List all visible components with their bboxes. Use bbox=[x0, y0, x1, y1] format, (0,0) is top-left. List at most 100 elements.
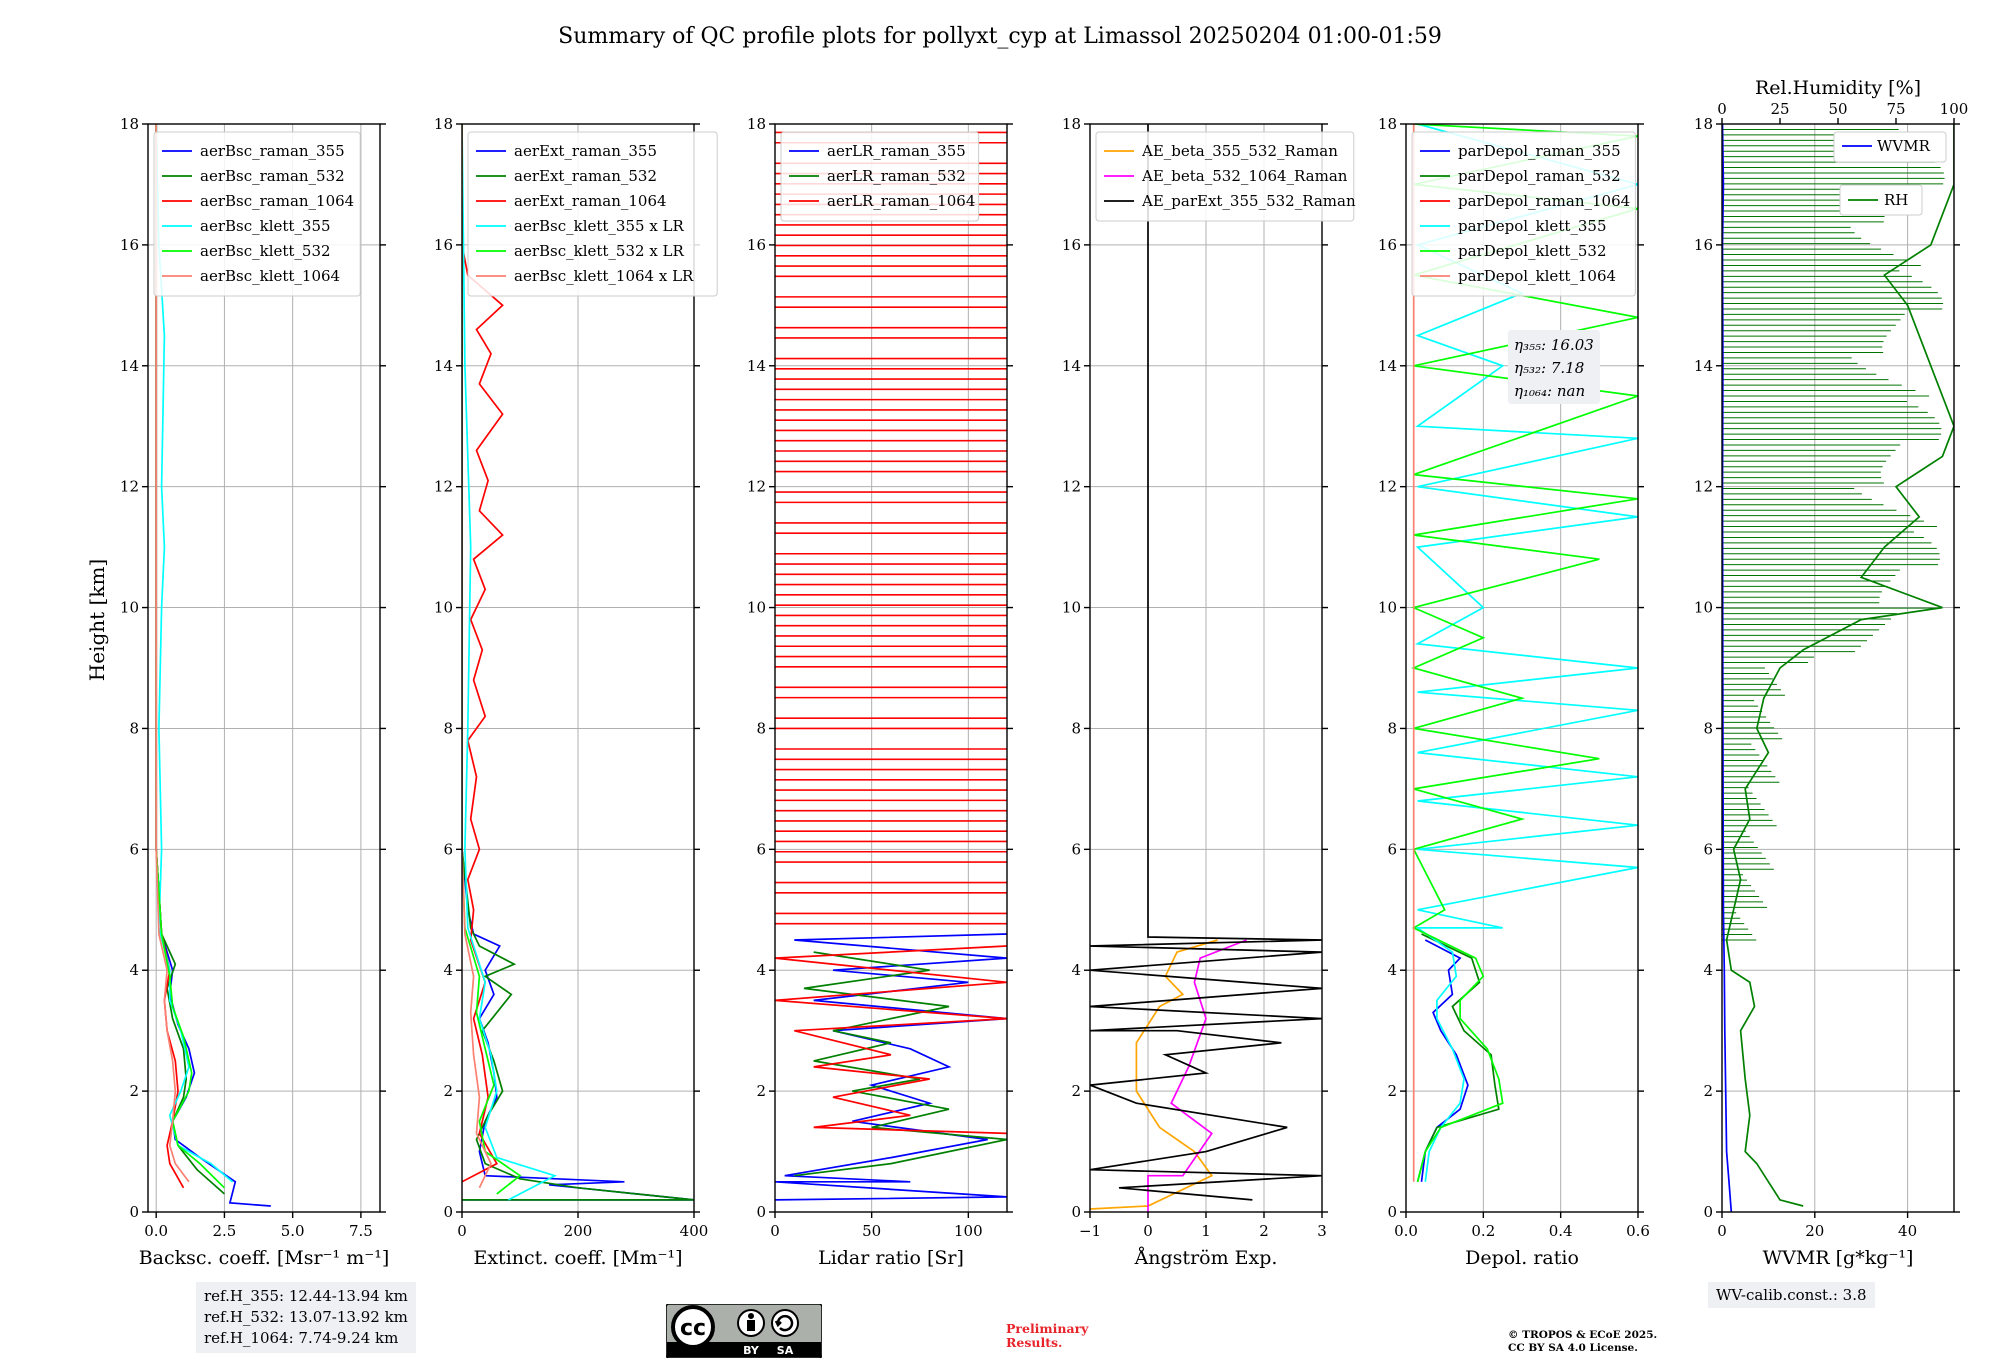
preliminary-line-2: Results. bbox=[1006, 1335, 1063, 1350]
y-tick-label: 0 bbox=[1071, 1203, 1081, 1221]
series-aerBsc_klett_1064 bbox=[155, 124, 190, 1183]
y-tick-label: 16 bbox=[747, 236, 766, 254]
preliminary-line-1: Preliminary bbox=[1006, 1321, 1089, 1336]
y-tick-label: 4 bbox=[1071, 961, 1081, 979]
y-tick-label: 2 bbox=[756, 1082, 766, 1100]
legend-label: parDepol_klett_532 bbox=[1458, 242, 1607, 260]
legend-label: aerLR_raman_532 bbox=[827, 167, 966, 185]
preliminary-notice: Preliminary Results. bbox=[1006, 1322, 1088, 1350]
legend-label: parDepol_raman_532 bbox=[1458, 167, 1621, 185]
axes-frame bbox=[1405, 123, 1639, 1213]
y-tick-label: 2 bbox=[1071, 1082, 1081, 1100]
legend-label: aerBsc_klett_355 x LR bbox=[514, 217, 685, 235]
x-tick-label: 0.4 bbox=[1549, 1222, 1573, 1240]
y-tick-label: 8 bbox=[756, 719, 766, 737]
lidar-ratio-1064-spikes bbox=[775, 131, 1007, 925]
x-axis-label: Extinct. coeff. [Mm⁻¹] bbox=[473, 1247, 682, 1269]
y-tick-label: 18 bbox=[1062, 115, 1081, 133]
x-axis-label: Backsc. coeff. [Msr⁻¹ m⁻¹] bbox=[139, 1247, 390, 1269]
legend-label: aerExt_raman_1064 bbox=[514, 192, 667, 210]
y-tick-label: 8 bbox=[1071, 719, 1081, 737]
y-tick-label: 10 bbox=[1062, 599, 1081, 617]
y-tick-label: 10 bbox=[434, 599, 453, 617]
x-tick-label: 40 bbox=[1898, 1222, 1917, 1240]
series-group bbox=[1411, 124, 1638, 1183]
ref-height-1064: ref.H_1064: 7.74-9.24 km bbox=[204, 1329, 399, 1347]
y-tick-label: 10 bbox=[1378, 599, 1397, 617]
y-tick-label: 14 bbox=[1694, 357, 1713, 375]
legend-box bbox=[1839, 184, 1923, 216]
y-tick-label: 0 bbox=[1703, 1203, 1713, 1221]
legend-label: parDepol_raman_1064 bbox=[1458, 192, 1630, 210]
legend: parDepol_raman_355 parDepol_raman_532 parD… bbox=[1411, 131, 1636, 297]
x-tick-label: 400 bbox=[680, 1222, 709, 1240]
legend-label: parDepol_klett_355 bbox=[1458, 217, 1607, 235]
legend-label: AE_beta_532_1064_Raman bbox=[1141, 167, 1348, 185]
legend-wvmr: WVMR bbox=[1833, 131, 1947, 163]
legend-rh: RH bbox=[1839, 184, 1923, 216]
legend-label: aerBsc_klett_532 bbox=[200, 242, 331, 260]
y-tick-label: 2 bbox=[129, 1082, 139, 1100]
series-aerBsc_klett_355 x LR bbox=[462, 124, 558, 1201]
legend-label: parDepol_klett_1064 bbox=[1458, 267, 1616, 285]
annotation-box bbox=[1508, 330, 1600, 404]
legend-label: aerExt_raman_355 bbox=[514, 142, 657, 160]
legend-box bbox=[1095, 131, 1355, 222]
x-tick-label: 3 bbox=[1317, 1222, 1327, 1240]
y-tick-label: 12 bbox=[120, 478, 139, 496]
legend-label: WVMR bbox=[1877, 137, 1931, 155]
y-tick-label: 0 bbox=[756, 1203, 766, 1221]
y-axis-label: Height [km] bbox=[85, 559, 109, 681]
y-tick-label: 16 bbox=[434, 236, 453, 254]
x-axis-label: Lidar ratio [Sr] bbox=[818, 1247, 964, 1269]
legend-box bbox=[780, 131, 980, 222]
y-tick-label: 2 bbox=[1703, 1082, 1713, 1100]
axes-frame bbox=[774, 123, 1008, 1213]
y-tick-label: 18 bbox=[1378, 115, 1397, 133]
y-tick-label: 4 bbox=[1387, 961, 1397, 979]
top-x-tick-label: 0 bbox=[1717, 100, 1727, 118]
x-axis-label: WVMR [g*kg⁻¹] bbox=[1763, 1247, 1914, 1269]
y-tick-label: 10 bbox=[120, 599, 139, 617]
wv-calibration-box: WV-calib.const.: 3.8 bbox=[1708, 1282, 1875, 1308]
cc-license-badge[interactable]: cc BY SA bbox=[666, 1304, 822, 1358]
cc-icon: cc bbox=[680, 1316, 706, 1341]
series-AE_parExt_355_532_Raman bbox=[1090, 124, 1322, 1201]
series-aerExt_raman_1064 bbox=[462, 124, 504, 1183]
y-tick-label: 6 bbox=[756, 840, 766, 858]
y-tick-label: 4 bbox=[1703, 961, 1713, 979]
y-tick-label: 14 bbox=[1062, 357, 1081, 375]
legend: aerLR_raman_355 aerLR_raman_532 aerLR_rama… bbox=[780, 131, 980, 222]
series-aerExt_raman_532 bbox=[462, 124, 694, 1201]
series-group bbox=[775, 933, 1007, 1201]
y-tick-label: 6 bbox=[1071, 840, 1081, 858]
x-tick-label: 2.5 bbox=[212, 1222, 236, 1240]
y-tick-label: 12 bbox=[434, 478, 453, 496]
series-parDepol_raman_532 bbox=[1416, 933, 1500, 1183]
series-group bbox=[155, 124, 271, 1207]
legend-label: aerBsc_klett_355 bbox=[200, 217, 331, 235]
legend-label: parDepol_raman_355 bbox=[1458, 142, 1621, 160]
rh-dense-lines bbox=[1722, 124, 1945, 941]
copyright-line-2: CC BY SA 4.0 License. bbox=[1508, 1342, 1638, 1354]
series-aerBsc_klett_1064 x LR bbox=[462, 124, 492, 1189]
top-x-tick-label: 50 bbox=[1828, 100, 1847, 118]
y-tick-label: 14 bbox=[747, 357, 766, 375]
series-aerLR_raman_1064 bbox=[775, 945, 1007, 1135]
legend: AE_beta_355_532_Raman AE_beta_532_1064_Ra… bbox=[1095, 131, 1356, 222]
legend-box bbox=[467, 131, 718, 297]
y-tick-label: 12 bbox=[1378, 478, 1397, 496]
legend-label: aerLR_raman_1064 bbox=[827, 192, 975, 210]
legend-label: aerExt_raman_532 bbox=[514, 167, 657, 185]
y-tick-label: 14 bbox=[120, 357, 139, 375]
series-aerBsc_klett_532 bbox=[155, 124, 225, 1189]
legend-label: aerBsc_klett_1064 bbox=[200, 267, 340, 285]
y-tick-label: 18 bbox=[1694, 115, 1713, 133]
panel-1: 0 2 4 6 8 10 12 14 16 18 0.0 2.5 5.0 7.5 Backsc. coeff… bbox=[120, 115, 389, 1269]
annotation-line: η₁₀₆₄: nan bbox=[1514, 382, 1585, 400]
series-RH bbox=[1725, 124, 1954, 1207]
y-tick-label: 10 bbox=[1694, 599, 1713, 617]
ref-height-532: ref.H_532: 13.07-13.92 km bbox=[204, 1308, 408, 1326]
